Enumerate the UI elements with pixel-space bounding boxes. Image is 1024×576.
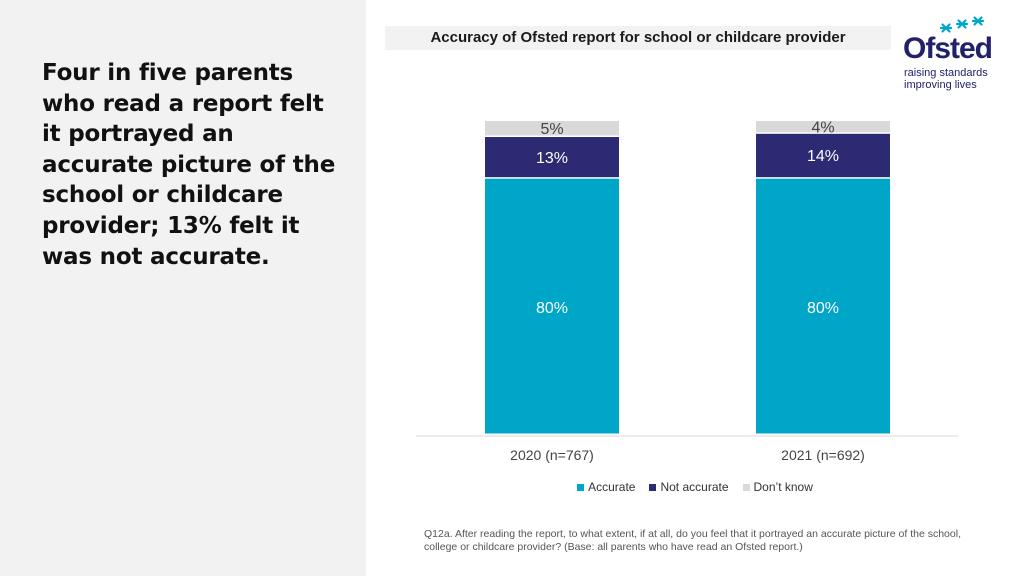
bar-accurate-1: [485, 178, 619, 434]
legend-item: Don’t know: [742, 480, 813, 494]
bar-don-t-know-1: [485, 121, 619, 136]
data-label: 13%: [536, 150, 568, 167]
x-tick-label: 2021 (n=692): [781, 447, 865, 463]
ofsted-logo: Ofsted raising standards improving lives: [900, 14, 1010, 94]
footnote: Q12a. After reading the report, to what …: [424, 528, 961, 553]
legend-item: Not accurate: [649, 480, 729, 494]
legend-label: Not accurate: [660, 480, 729, 494]
headline: Four in five parents who read a report f…: [42, 60, 336, 270]
chart-title: Accuracy of Ofsted report for school or …: [385, 26, 891, 50]
stacked-bar-chart: 80% 13% 5% 80% 14% 4% 2020 (n=767) 2021 (n=692…: [416, 119, 958, 463]
data-label: 4%: [811, 119, 834, 136]
left-panel: Four in five parents who read a report f…: [0, 0, 366, 576]
legend-item: Accurate: [577, 480, 635, 494]
logo-tagline-2: improving lives: [904, 79, 977, 91]
bar-not-accurate-2: [756, 133, 890, 178]
legend-swatch: [577, 483, 585, 491]
logo-wordmark: Ofsted: [903, 32, 993, 65]
data-label: 80%: [807, 300, 839, 317]
x-tick-label: 2020 (n=767): [510, 447, 594, 463]
logo-tagline-1: raising standards: [904, 67, 988, 79]
legend-swatch: [742, 483, 750, 491]
legend-swatch: [649, 483, 657, 491]
data-label: 80%: [536, 300, 568, 317]
bar-not-accurate-1: [485, 137, 619, 178]
logo-stars-icon: [939, 16, 985, 33]
bar-accurate-2: [756, 178, 890, 434]
legend-label: Don’t know: [753, 480, 813, 494]
legend: Accurate Not accurate Don’t know: [366, 480, 1024, 494]
data-label: 14%: [807, 148, 839, 165]
legend-label: Accurate: [588, 480, 636, 494]
bar-don-t-know-2: [756, 121, 890, 133]
data-label: 5%: [540, 121, 563, 138]
